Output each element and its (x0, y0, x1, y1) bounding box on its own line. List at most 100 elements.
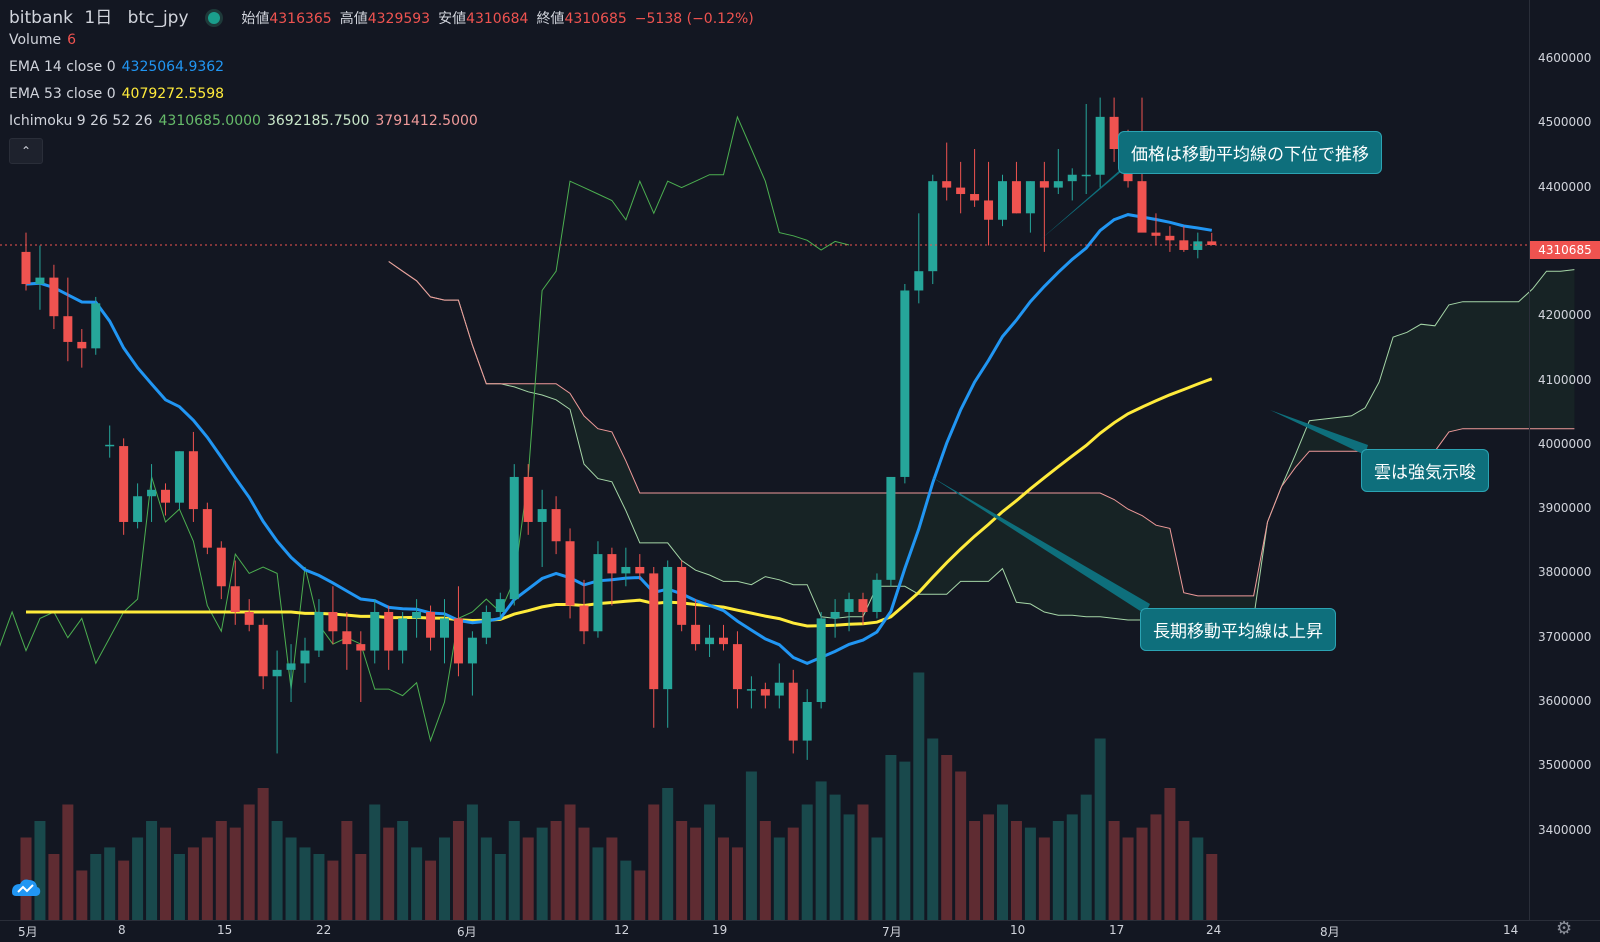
volume-bar (383, 827, 395, 920)
candle-body (719, 637, 728, 645)
volume-legend[interactable]: Volume 6 (9, 32, 82, 48)
ema53-legend[interactable]: EMA 53 close 0 4079272.5598 (9, 86, 230, 102)
close-value: 4310685 (564, 11, 627, 27)
volume-bar (969, 821, 981, 920)
candle-body (1165, 235, 1175, 241)
volume-bar (439, 837, 450, 920)
price-tick-label: 4500000 (1538, 115, 1592, 130)
candle-body (370, 611, 380, 651)
candle-body (216, 547, 226, 587)
volume-bar (578, 827, 590, 920)
ichimoku-value-3: 3791412.5000 (375, 113, 478, 129)
close-label: 終値 (536, 11, 565, 27)
candle-body (105, 444, 115, 447)
price-tick-label: 3600000 (1538, 694, 1592, 708)
volume-bar (369, 804, 381, 920)
ema53-label: EMA 53 close 0 (9, 86, 116, 102)
candle-body (398, 618, 408, 651)
price-tick-label: 3800000 (1538, 565, 1592, 580)
price-tick-label: 3500000 (1538, 758, 1592, 773)
price-tick-label: 4400000 (1538, 179, 1592, 194)
callout-long-ma-rising: 長期移動平均線は上昇 (1140, 608, 1336, 651)
volume-bar (285, 837, 297, 920)
candle-body (328, 611, 338, 632)
volume-bar (690, 827, 702, 920)
time-tick-label: 8月 (1320, 925, 1340, 939)
candle-body (286, 663, 296, 670)
volume-bar (773, 837, 785, 920)
time-tick-label: 12 (614, 923, 630, 937)
volume-bar (34, 821, 46, 920)
volume-bar (411, 847, 423, 920)
volume-bar (215, 821, 227, 920)
candle-body (1039, 181, 1049, 188)
volume-bar (1080, 794, 1092, 920)
volume-bar (745, 771, 757, 920)
candle-body (677, 566, 687, 625)
volume-bar (1038, 837, 1050, 920)
volume-bar (885, 755, 897, 920)
volume-bar (1192, 837, 1204, 920)
volume-bar (648, 804, 660, 920)
volume-bar (90, 854, 102, 920)
price-tick-label: 4200000 (1538, 308, 1592, 323)
volume-bar (118, 860, 130, 920)
candle-body (1151, 232, 1161, 236)
volume-bar (1122, 837, 1134, 920)
candle-body (272, 669, 282, 677)
candle-body (1011, 181, 1021, 214)
symbol-name[interactable]: btc_jpy (127, 8, 189, 28)
price-tick-label: 4000000 (1538, 436, 1592, 451)
candle-body (481, 611, 491, 638)
candle-body (607, 554, 617, 574)
volume-bar (62, 804, 74, 920)
ema53-value: 4079272.5598 (121, 86, 225, 102)
volume-bar (425, 860, 437, 920)
volume-bar (1108, 821, 1120, 920)
ichimoku-cloud (0, 115, 1575, 743)
collapse-legend-button[interactable]: ⌃ (9, 138, 43, 164)
volume-bar (452, 821, 464, 920)
volume-bar (550, 821, 562, 920)
candle-body (593, 554, 603, 632)
high-value: 4329593 (367, 11, 431, 27)
volume-bar (1010, 821, 1022, 920)
volume-bar (801, 804, 813, 920)
ema14-legend[interactable]: EMA 14 close 0 4325064.9362 (9, 59, 230, 75)
candle-body (830, 611, 840, 619)
candle-body (705, 637, 715, 645)
callout-cloud-bullish: 雲は強気示唆 (1361, 449, 1489, 492)
candle-body (1137, 181, 1147, 233)
callout-price-below-ma: 価格は移動平均線の下位で推移 (1118, 131, 1382, 174)
ichimoku-legend[interactable]: Ichimoku 9 26 52 26 4310685.0000 3692185.7… (9, 113, 484, 129)
volume-bar (271, 821, 283, 920)
volume-bar (787, 827, 799, 920)
candlesticks (21, 97, 1217, 760)
volume-bar (48, 854, 60, 920)
candle-body (1109, 116, 1119, 150)
candle-body (77, 341, 87, 349)
candle-body (384, 611, 394, 651)
volume-bar (187, 847, 199, 920)
ichimoku-value-1: 4310685.0000 (158, 113, 261, 129)
exchange-name[interactable]: bitbank (9, 8, 74, 28)
tradingview-logo-icon[interactable] (10, 876, 42, 902)
volume-bar (132, 837, 144, 920)
candle-body (635, 566, 645, 574)
settings-gear-icon[interactable]: ⚙ (1556, 918, 1573, 939)
candle-body (342, 631, 352, 645)
interval-label[interactable]: 1日 (84, 8, 113, 28)
volume-bar (104, 847, 116, 920)
candle-body (858, 599, 868, 612)
time-tick-label: 5月 (18, 925, 38, 939)
time-tick-label: 6月 (457, 925, 477, 939)
volume-label: Volume (9, 32, 62, 48)
chevron-up-icon: ⌃ (20, 144, 32, 158)
volume-bar (20, 837, 32, 920)
candle-body (300, 650, 310, 664)
candle-body (426, 611, 436, 638)
volume-bar (173, 854, 185, 920)
time-tick-label: 10 (1010, 923, 1026, 937)
candle-body (49, 277, 59, 317)
